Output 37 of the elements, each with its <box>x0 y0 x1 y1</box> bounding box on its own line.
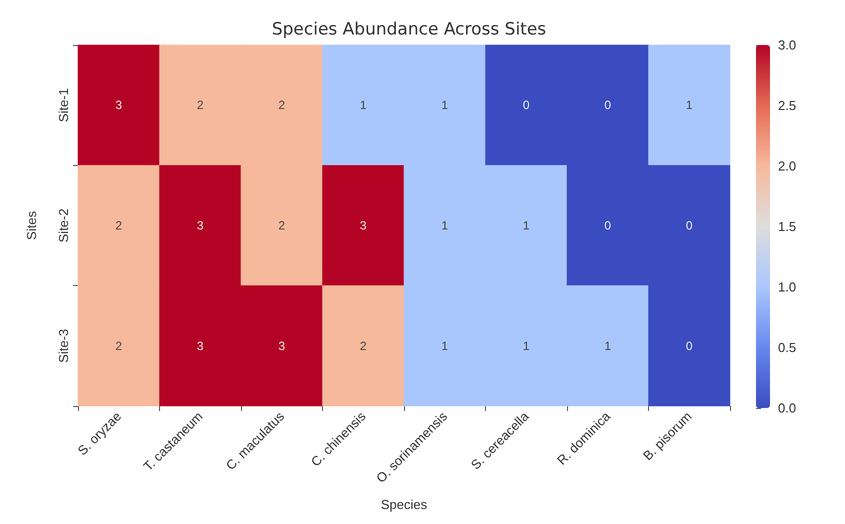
chart-title: Species Abundance Across Sites <box>272 20 546 40</box>
data-label: 0 <box>604 98 612 112</box>
data-label: 2 <box>360 338 367 353</box>
color-bar-label: 1.5 <box>778 219 796 234</box>
data-label: 1 <box>360 98 367 112</box>
color-bar-label: 0.5 <box>778 340 796 355</box>
data-label: 1 <box>604 338 612 353</box>
data-label: 1 <box>522 218 530 232</box>
color-bar-label: 2.0 <box>778 158 796 174</box>
y-axis-title: Sites <box>24 210 39 240</box>
data-label: 3 <box>115 98 122 112</box>
color-bar-label: 1.0 <box>778 280 796 294</box>
data-label: 3 <box>196 218 204 232</box>
color-bar-label: 2.5 <box>778 98 796 113</box>
data-label: 0 <box>522 98 530 112</box>
x-axis-title: Species <box>380 497 428 512</box>
data-label: 2 <box>278 218 286 232</box>
data-label: 3 <box>196 338 204 353</box>
data-label: 3 <box>278 338 286 353</box>
color-bar-label: 3.0 <box>778 38 796 52</box>
color-bar-label: 0.0 <box>778 400 796 416</box>
data-label: 2 <box>115 338 122 353</box>
data-label: 0 <box>686 338 693 353</box>
data-label: 1 <box>441 98 448 112</box>
data-label: 1 <box>686 98 693 112</box>
data-label: 0 <box>686 218 693 232</box>
data-label: 2 <box>115 218 122 232</box>
y-tick-label: Site-2 <box>56 208 71 242</box>
data-label: 0 <box>604 218 612 232</box>
y-tick-label: Site-1 <box>56 88 71 122</box>
data-label: 2 <box>196 98 204 112</box>
data-label: 3 <box>360 218 367 232</box>
y-tick-label: Site-3 <box>56 328 71 363</box>
data-label: 2 <box>278 98 286 112</box>
data-label: 1 <box>441 218 448 232</box>
data-label: 1 <box>522 338 530 353</box>
data-label: 1 <box>441 338 448 353</box>
